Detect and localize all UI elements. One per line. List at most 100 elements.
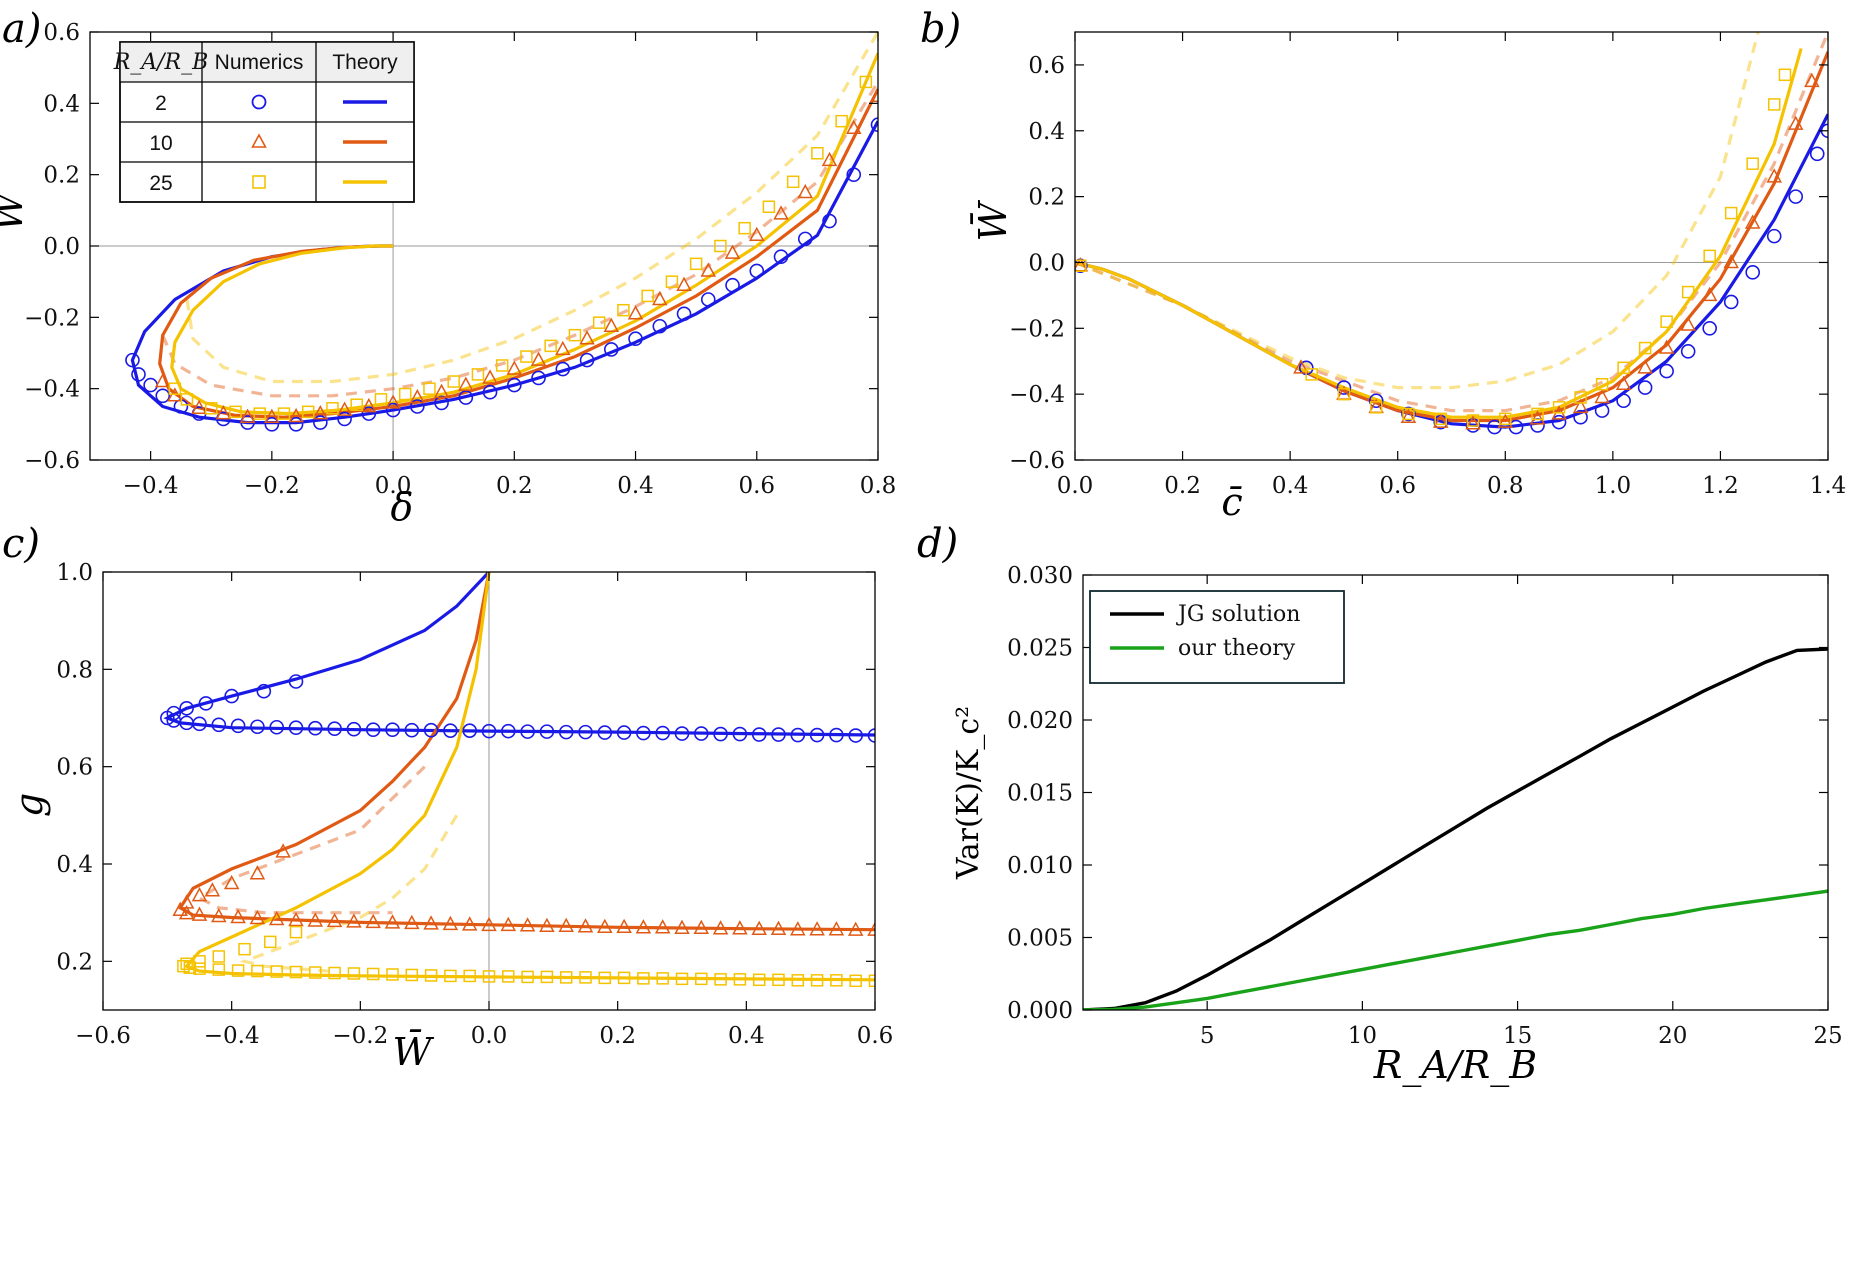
- data-point: [288, 407, 304, 423]
- legend-d: JG solution our theory: [1089, 590, 1345, 684]
- data-point: [531, 370, 546, 386]
- data-point: [172, 901, 188, 916]
- plot-area: [1075, 32, 1828, 435]
- data-point: [849, 974, 862, 988]
- x-tick-label: 1.0: [1595, 473, 1632, 499]
- data-point: [211, 717, 227, 733]
- data-point: [1724, 206, 1738, 220]
- data-point: [1337, 387, 1351, 401]
- x-tick-label: −0.2: [244, 473, 300, 499]
- data-point: [1809, 146, 1825, 162]
- data-point: [398, 387, 412, 401]
- x-axis-label: R_A/R_B: [1373, 1043, 1537, 1088]
- data-point: [616, 725, 632, 740]
- data-point: [312, 405, 329, 420]
- data-point: [762, 200, 776, 214]
- y-tick-label: −0.2: [1009, 316, 1065, 342]
- data-point: [559, 971, 573, 984]
- data-point: [558, 917, 574, 933]
- data-point: [500, 916, 517, 932]
- data-point: [125, 352, 140, 368]
- data-point: [177, 959, 190, 973]
- y-tick-label: 0.6: [56, 755, 93, 781]
- data-point: [337, 411, 352, 427]
- data-point: [365, 913, 381, 929]
- y-tick-label: −0.6: [24, 448, 80, 474]
- data-point: [1701, 286, 1718, 302]
- data-point: [409, 389, 426, 404]
- x-tick-label: 0.4: [617, 473, 654, 499]
- data-point: [674, 919, 690, 934]
- x-tick-label: 0.8: [860, 473, 897, 499]
- data-point: [346, 913, 362, 928]
- x-tick-label: −0.2: [332, 1023, 388, 1049]
- legend-entry-JG-solution: JG solution: [1176, 602, 1300, 627]
- data-point: [1680, 316, 1696, 331]
- data-point: [544, 339, 557, 353]
- data-point: [212, 950, 226, 963]
- data-point: [695, 972, 708, 986]
- data-point: [870, 87, 878, 102]
- legend-table: R_A/R_B Numerics Theory 2 10 25: [113, 41, 415, 203]
- data-point: [1529, 410, 1546, 425]
- data-point: [867, 921, 875, 936]
- data-point: [307, 720, 323, 736]
- data-point: [204, 882, 221, 897]
- panel-4: d) 5 10 15 20 25 0.000 0.005 0.010 0.015 0.020 0.02…: [917, 521, 1843, 1088]
- data-point: [829, 727, 844, 743]
- data-point: [1660, 315, 1673, 328]
- data-point: [131, 367, 146, 382]
- data-point: [264, 417, 280, 432]
- data-point: [1788, 189, 1804, 204]
- data-point: [224, 688, 239, 704]
- data-point: [676, 306, 692, 322]
- panel-tag: b): [920, 6, 961, 52]
- data-point: [797, 231, 813, 247]
- data-point: [423, 722, 439, 738]
- data-point: [732, 726, 748, 742]
- data-point: [749, 226, 765, 242]
- data-point: [1336, 380, 1352, 395]
- data-point: [160, 710, 175, 726]
- data-point: [192, 716, 207, 732]
- data-point: [229, 405, 242, 419]
- y-tick-label: 0.000: [1007, 998, 1073, 1024]
- data-point: [579, 352, 595, 368]
- data-point: [442, 915, 459, 931]
- data-point: [603, 342, 619, 357]
- y-tick-label: 0.6: [43, 20, 80, 46]
- x-axis-label: W̄: [392, 1030, 434, 1074]
- data-point: [1497, 413, 1514, 428]
- data-point: [471, 368, 485, 381]
- data-point: [521, 970, 534, 984]
- data-point: [786, 175, 800, 189]
- data-point: [193, 962, 206, 975]
- data-point: [1746, 157, 1759, 170]
- data-point: [506, 360, 523, 375]
- theory-line-2: [1075, 113, 1828, 429]
- data-point: [155, 388, 171, 404]
- data-point: [1767, 98, 1781, 111]
- plot-frame: [1074, 31, 1829, 461]
- data-point: [1616, 393, 1631, 409]
- data-point: [374, 393, 388, 406]
- data-point: [481, 723, 497, 739]
- data-point: [1400, 408, 1417, 423]
- y-tick-label: 0.4: [56, 852, 93, 878]
- data-point: [693, 726, 709, 741]
- data-point: [635, 919, 652, 934]
- legend-ratio-2: 2: [155, 92, 167, 115]
- legend-header-theory: Theory: [332, 51, 398, 74]
- data-point: [179, 700, 194, 716]
- data-point: [223, 874, 240, 890]
- data-point: [725, 277, 740, 293]
- data-point: [555, 361, 571, 377]
- legend-frame: [119, 41, 415, 203]
- x-tick-label: −0.6: [75, 1023, 131, 1049]
- data-point: [558, 724, 574, 740]
- panel-2: b) 0.0 0.2 0.4 0.6 0.8 1.0 1.2 1.4 −0.6 −0.4 −0.2 0.…: [920, 6, 1846, 524]
- data-point: [732, 920, 748, 935]
- data-point: [458, 390, 474, 405]
- data-point: [1615, 375, 1632, 391]
- data-point: [251, 964, 264, 978]
